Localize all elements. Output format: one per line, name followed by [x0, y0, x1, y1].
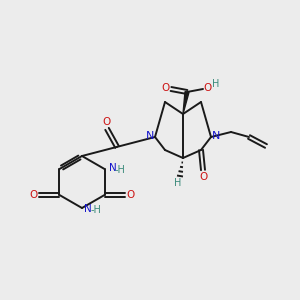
Text: H: H: [212, 79, 220, 89]
Text: N: N: [212, 131, 220, 141]
Text: -H: -H: [91, 205, 101, 215]
Text: O: O: [29, 190, 38, 200]
Text: O: O: [102, 117, 110, 127]
Text: O: O: [204, 83, 212, 93]
Text: -H: -H: [114, 165, 125, 175]
Text: N: N: [109, 163, 116, 173]
Text: O: O: [161, 83, 169, 93]
Text: O: O: [200, 172, 208, 182]
Text: O: O: [126, 190, 135, 200]
Polygon shape: [183, 92, 189, 114]
Text: N: N: [146, 131, 154, 141]
Text: H: H: [174, 178, 182, 188]
Text: N: N: [84, 204, 92, 214]
